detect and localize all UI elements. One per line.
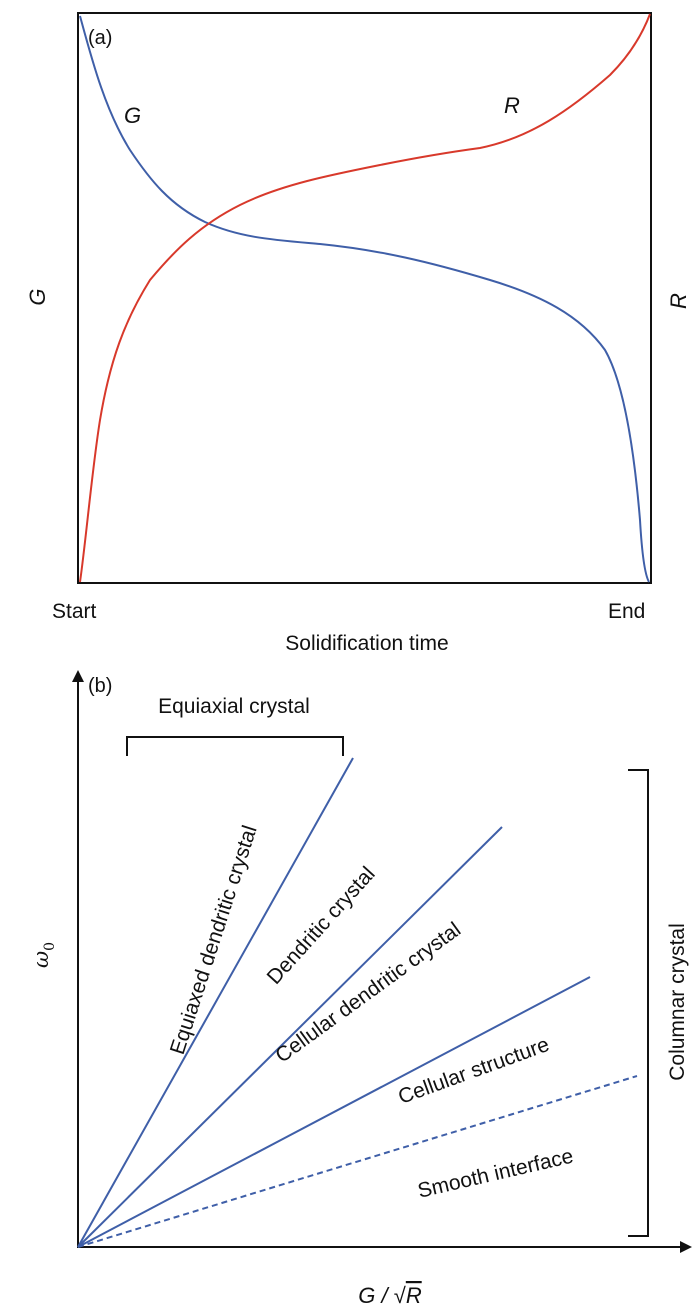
g-curve-label: G	[124, 103, 141, 128]
panel-b-label: (b)	[88, 675, 112, 697]
panel-b: (b) Equiaxial crystal Columnar crystal E…	[29, 670, 692, 1308]
y-axis-subscript: 0	[42, 942, 58, 951]
region-smooth-interface: Smooth interface	[416, 1145, 576, 1203]
y-axis-label: ω0	[29, 942, 58, 968]
panel-a: (a) G R G R Start End Solidification tim…	[25, 12, 691, 655]
r-curve-label: R	[504, 93, 520, 118]
x-start-label: Start	[52, 600, 97, 623]
boundary-line-2	[77, 826, 503, 1248]
r-curve	[79, 13, 651, 583]
columnar-bracket-label: Columnar crystal	[666, 923, 689, 1081]
x-axis-label: G / √R	[358, 1283, 422, 1308]
columnar-bracket	[628, 769, 649, 1237]
y-left-label: G	[25, 288, 50, 305]
g-curve	[79, 15, 650, 583]
panel-a-frame	[77, 12, 652, 584]
equiaxial-bracket	[126, 736, 344, 756]
y-right-label: R	[666, 293, 691, 309]
x-end-label: End	[608, 600, 645, 623]
boundary-line-dashed	[77, 1075, 638, 1248]
x-axis-title: Solidification time	[285, 632, 448, 655]
panel-a-label: (a)	[88, 27, 112, 49]
region-cellular-structure: Cellular structure	[395, 1033, 552, 1109]
boundary-line-3	[77, 976, 591, 1248]
region-equiaxed-dendritic: Equiaxed dendritic crystal	[166, 823, 262, 1058]
boundary-line-1	[77, 757, 354, 1248]
equiaxial-bracket-label: Equiaxial crystal	[158, 695, 310, 718]
region-dendritic: Dendritic crystal	[263, 862, 380, 988]
